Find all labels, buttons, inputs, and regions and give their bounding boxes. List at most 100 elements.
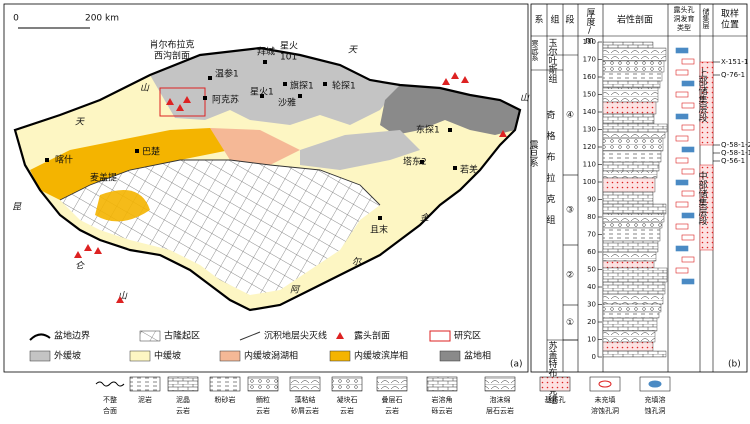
legend-label: 内缓坡滨岸相 xyxy=(354,350,408,362)
legend-label: 盆地相 xyxy=(464,350,491,362)
outcrop-section xyxy=(451,72,459,79)
mountain-label: 天 xyxy=(75,118,85,128)
well-marker xyxy=(378,216,382,220)
legend-swatch xyxy=(129,376,161,392)
thickness-label: 150 xyxy=(583,91,596,99)
lithology-layer xyxy=(602,267,668,283)
legend-label: 露头剖面 xyxy=(354,330,390,342)
lithology-layer xyxy=(602,80,661,89)
legend-label: 内缓坡潟湖相 xyxy=(244,350,298,362)
thickness-label: 100 xyxy=(583,178,596,186)
legend-swatch xyxy=(598,380,612,388)
pore-icon xyxy=(681,146,695,153)
legend-label: 泡沫绵 xyxy=(490,395,511,404)
lithology-layer xyxy=(602,131,666,139)
place-label: 东探1 xyxy=(416,124,440,136)
pore-icon xyxy=(681,256,695,263)
lithology-layer xyxy=(602,161,660,172)
sample-label: Q-76-1 xyxy=(721,71,745,79)
outcrop-section xyxy=(499,130,507,137)
legend-label: 盆地边界 xyxy=(54,330,90,342)
thickness-label: 70 xyxy=(587,231,596,239)
place-label: 旗探1 xyxy=(290,80,314,92)
thickness-label: 110 xyxy=(583,161,596,169)
header: 类型 xyxy=(677,23,691,32)
header: 段 xyxy=(565,14,574,26)
mountain-label: 山 xyxy=(118,291,128,302)
legend-swatch xyxy=(29,350,51,362)
lithology-layer xyxy=(602,123,668,133)
lithology-layer xyxy=(602,177,656,193)
reservoir-interval xyxy=(699,164,714,251)
lithology-layer xyxy=(602,221,663,229)
outcrop-section xyxy=(74,251,82,258)
pore-icon xyxy=(675,245,689,252)
legend-label: 粉砂岩 xyxy=(215,395,236,404)
lithology-layer xyxy=(602,101,657,115)
lithology-layer xyxy=(602,317,658,332)
study-area xyxy=(159,87,206,117)
legend-label: 鲕粒 xyxy=(256,395,270,404)
well-marker xyxy=(448,128,452,132)
well-marker xyxy=(298,94,302,98)
profile-label: 肖尔布拉克 xyxy=(149,39,194,51)
legend-swatch xyxy=(376,376,408,392)
legend-label: 沉积地层尖灭线 xyxy=(264,330,327,342)
scale-label: 200 km xyxy=(85,14,119,24)
well-marker xyxy=(263,60,267,64)
header: 系 xyxy=(534,15,543,26)
well-marker xyxy=(135,149,139,153)
legend-swatch xyxy=(484,376,516,392)
member-label: ① xyxy=(566,318,574,328)
profile-label: 西沟剖面 xyxy=(154,50,190,62)
paleo-uplift xyxy=(60,160,380,295)
legend-label: 基质孔 xyxy=(545,395,566,404)
inner-ramp-shore xyxy=(30,128,240,200)
formation-label: 玉尔吐斯组 xyxy=(547,38,558,83)
formation-label: 苏盖特布拉克组 xyxy=(547,340,558,404)
header: 储集层 xyxy=(702,7,710,30)
header: 组 xyxy=(550,14,559,26)
outcrop-section xyxy=(94,247,102,254)
thickness-label: 30 xyxy=(587,301,596,309)
legend-swatch xyxy=(95,381,125,387)
pore-icon xyxy=(681,124,695,131)
pore-icon xyxy=(675,157,689,164)
mountain-label: 山 xyxy=(520,93,530,104)
mountain-label: 天 xyxy=(348,46,358,56)
thickness-label: 160 xyxy=(583,73,596,81)
place-label: 若羌 xyxy=(460,164,478,176)
pore-icon xyxy=(681,168,695,175)
pore-icon xyxy=(675,69,689,76)
well-marker xyxy=(45,158,49,162)
mountain-label: 金 xyxy=(420,213,430,224)
place-label: 喀什 xyxy=(55,154,73,166)
basin-boundary xyxy=(13,46,522,312)
lithology-layer xyxy=(602,281,666,295)
panel-label: (a) xyxy=(510,360,523,370)
thickness-label: 80 xyxy=(587,213,596,221)
lithology-layer xyxy=(602,150,662,163)
legend-label: 叠层石 xyxy=(382,396,403,404)
thickness-label: 10 xyxy=(587,336,596,344)
legend-swatch xyxy=(289,376,321,392)
place-label: 星火 xyxy=(280,41,298,52)
legend-label: 未充填 xyxy=(595,395,616,404)
legend-label: 云岩 xyxy=(385,406,399,415)
well-marker xyxy=(453,166,457,170)
panel-label: (b) xyxy=(728,360,741,370)
sample-label: Q-58-1-1 xyxy=(721,149,750,157)
legend-label: 外缓坡 xyxy=(54,350,81,362)
pore-icon xyxy=(675,179,689,186)
thickness-label: 20 xyxy=(587,318,596,326)
legend-swatch xyxy=(167,376,199,392)
pore-icon xyxy=(675,223,689,230)
legend-label: 不整 xyxy=(103,395,117,404)
lithology-layer xyxy=(602,330,656,343)
legend-swatch xyxy=(426,376,458,392)
inner-ramp-lagoon xyxy=(210,128,300,165)
legend-swatch xyxy=(139,330,161,342)
pinch-out-line xyxy=(59,159,381,206)
sample-label: Q-56-1 xyxy=(721,157,745,165)
